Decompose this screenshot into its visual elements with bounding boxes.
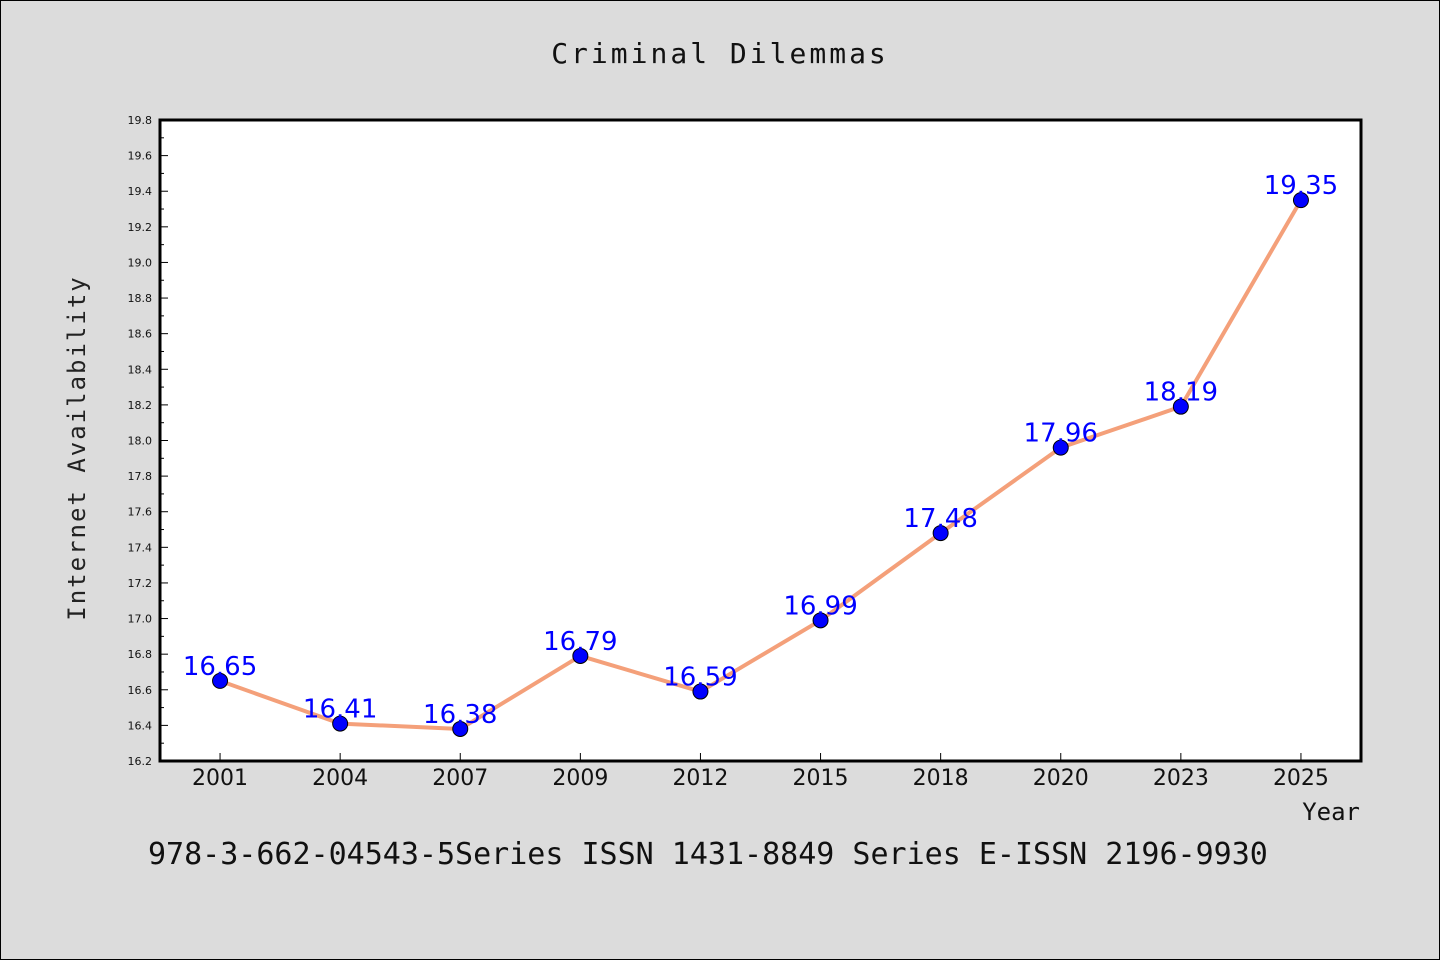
x-tick-label: 2007 <box>432 766 488 791</box>
data-label: 16.79 <box>543 627 617 657</box>
data-label: 16.99 <box>783 591 857 621</box>
x-tick-label: 2025 <box>1273 766 1329 791</box>
y-tick-label: 16.6 <box>128 684 153 697</box>
chart-title: Criminal Dilemmas <box>551 37 889 70</box>
y-tick-label: 17.4 <box>128 541 153 554</box>
data-point <box>932 525 949 542</box>
y-axis-label: Internet Availability <box>63 275 91 620</box>
data-label: 16.65 <box>183 652 257 682</box>
footer-isbn-text: 978-3-662-04543-5Series ISSN 1431-8849 S… <box>148 837 1268 872</box>
y-tick-label: 17.2 <box>128 577 153 590</box>
y-tick-label: 19.4 <box>128 185 153 198</box>
data-point <box>452 720 469 737</box>
data-point <box>572 647 589 664</box>
data-point <box>1052 439 1069 456</box>
x-tick-label: 2015 <box>793 766 849 791</box>
y-tick-label: 17.0 <box>128 613 153 626</box>
data-label: 16.38 <box>423 700 497 730</box>
x-tick-label: 2020 <box>1033 766 1089 791</box>
series-layer: 16.65 16.41 16.38 16.79 16.59 16.99 17.48 17.96… <box>183 171 1338 737</box>
y-tick-label: 17.8 <box>128 470 153 483</box>
x-axis: 2001 2004 2007 2009 2012 2015 2018 2020 2023 2025 <box>192 753 1329 791</box>
x-tick-label: 2001 <box>192 766 248 791</box>
series-line <box>219 199 1303 731</box>
x-tick-label: 2018 <box>913 766 969 791</box>
y-tick-label: 18.2 <box>128 399 153 412</box>
data-label: 17.96 <box>1024 419 1098 449</box>
data-point <box>212 672 229 689</box>
plot-area <box>158 118 1363 763</box>
x-axis-label: Year <box>1302 798 1360 826</box>
data-label: 16.41 <box>303 695 377 725</box>
data-point <box>332 715 349 732</box>
data-label: 17.48 <box>903 504 977 534</box>
data-point <box>692 683 709 700</box>
data-label: 16.59 <box>663 663 737 693</box>
data-label: 19.35 <box>1264 171 1338 201</box>
y-tick-label: 16.8 <box>128 648 153 661</box>
data-point <box>812 612 829 629</box>
y-tick-label: 18.4 <box>128 363 153 376</box>
y-tick-label: 19.8 <box>128 114 153 127</box>
x-tick-label: 2023 <box>1153 766 1209 791</box>
y-tick-label: 16.2 <box>128 755 153 768</box>
y-tick-label: 16.4 <box>128 719 153 732</box>
x-tick-label: 2004 <box>312 766 368 791</box>
y-tick-label: 19.0 <box>128 256 153 269</box>
y-axis: 16.2 16.4 16.6 16.8 17.0 17.2 17.4 17.6 17.8 18.0… <box>128 114 168 768</box>
x-tick-label: 2012 <box>672 766 728 791</box>
y-tick-label: 18.6 <box>128 328 153 341</box>
data-label: 18.19 <box>1144 378 1218 408</box>
y-tick-label: 19.2 <box>128 221 153 234</box>
x-tick-label: 2009 <box>552 766 608 791</box>
y-tick-label: 18.8 <box>128 292 153 305</box>
y-tick-label: 19.6 <box>128 150 153 163</box>
data-point <box>1172 398 1189 415</box>
y-tick-label: 17.6 <box>128 506 153 519</box>
data-point <box>1292 192 1309 209</box>
y-tick-label: 18.0 <box>128 435 153 448</box>
